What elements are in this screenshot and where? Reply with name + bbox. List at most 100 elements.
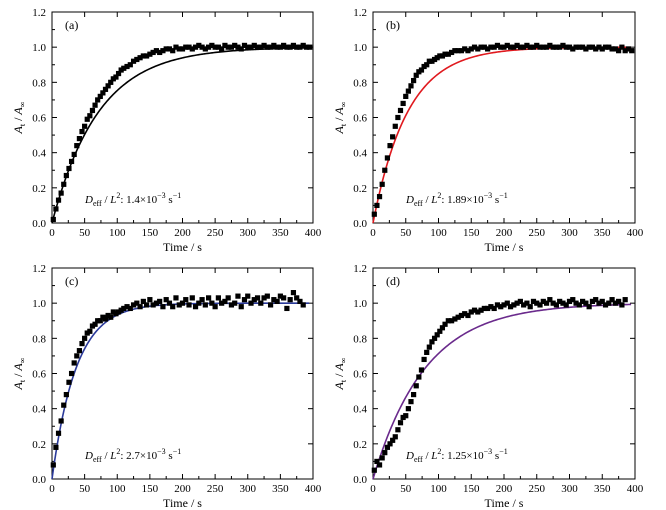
data-point [121, 65, 127, 71]
data-point [281, 295, 287, 301]
x-tick-label: 100 [109, 227, 126, 239]
data-point [437, 53, 443, 59]
chart-panel-1: 0 50 100 150 200 250 300 350 400 0.0 0.2 0.4 0.6 0.8 1… [11, 7, 322, 254]
data-point [284, 305, 290, 312]
x-tick-label: 0 [370, 227, 376, 239]
y-tick-label: 0.2 [32, 183, 46, 195]
data-point [186, 302, 192, 308]
data-point [118, 307, 124, 313]
data-point [488, 44, 494, 50]
data-point [271, 42, 277, 49]
data-point [573, 44, 579, 50]
y-tick-label: 0.2 [32, 439, 46, 451]
data-point [87, 328, 93, 334]
data-point [392, 434, 398, 440]
data-point [245, 293, 251, 299]
data-point [196, 300, 202, 306]
chart-panel-2: 0 50 100 150 200 250 300 350 400 0.0 0.2 0.4 0.6 0.8 1… [332, 7, 644, 254]
data-point [307, 44, 313, 50]
data-point [403, 413, 409, 419]
data-point [468, 309, 474, 315]
data-point [170, 48, 176, 54]
x-axis-title: Time / s [163, 496, 202, 510]
data-point [108, 314, 114, 320]
data-point [593, 297, 599, 303]
data-point [97, 93, 103, 99]
data-point [478, 307, 484, 313]
data-point [113, 311, 119, 317]
x-tick-label: 200 [174, 483, 191, 495]
data-point [206, 295, 212, 301]
data-point [629, 48, 635, 54]
x-tick-label: 150 [142, 483, 159, 495]
rate-annotation: Deff / L2: 1.25×10−3 s−1 [405, 447, 508, 464]
y-axis-title: At / A∞ [332, 101, 348, 134]
data-point [557, 44, 563, 50]
data-point [586, 304, 592, 310]
data-point [371, 211, 377, 217]
data-point [609, 297, 615, 303]
data-point [254, 44, 261, 50]
data-point [384, 155, 391, 161]
data-point [183, 44, 189, 50]
data-point [50, 462, 56, 468]
data-point [570, 46, 576, 52]
data-point [400, 100, 406, 107]
x-tick-label: 150 [463, 227, 480, 239]
x-tick-label: 350 [594, 227, 611, 239]
data-point [434, 55, 440, 61]
data-point [416, 69, 422, 75]
data-point [481, 305, 487, 312]
x-tick-label: 200 [174, 227, 191, 239]
data-point [566, 298, 573, 305]
data-point [254, 295, 261, 301]
x-tick-label: 400 [305, 227, 322, 239]
chart-panel-3: 0 50 100 150 200 250 300 350 400 0.0 0.2 0.4 0.6 0.8 1… [11, 263, 322, 510]
data-point [284, 44, 290, 50]
data-point [215, 44, 221, 50]
data-point [606, 300, 612, 306]
data-point [89, 323, 96, 329]
data-point [127, 62, 133, 68]
data-point [431, 56, 438, 63]
data-point [563, 44, 569, 50]
data-point [160, 304, 166, 310]
data-point [53, 444, 59, 450]
y-tick-label: 0.4 [32, 404, 46, 416]
data-point [374, 202, 380, 209]
y-tick-label: 1.2 [32, 7, 46, 19]
data-point [176, 46, 182, 52]
data-point [68, 158, 75, 165]
y-tick-label: 1.0 [32, 42, 46, 54]
data-point [297, 298, 303, 305]
data-point [287, 44, 293, 50]
data-point [264, 293, 270, 299]
data-point [514, 42, 520, 49]
data-point [95, 318, 101, 324]
x-tick-label: 100 [430, 227, 447, 239]
data-point [622, 297, 628, 303]
data-point [524, 42, 530, 49]
data-point [225, 44, 231, 50]
data-point [127, 305, 133, 312]
data-point [504, 300, 510, 306]
data-point [418, 67, 425, 73]
data-point [303, 44, 310, 50]
data-point [612, 46, 618, 52]
data-point [196, 42, 202, 49]
data-point [153, 300, 159, 306]
data-point [61, 402, 67, 408]
x-tick-label: 200 [496, 227, 513, 239]
data-point [153, 48, 159, 54]
data-point [258, 44, 264, 50]
data-point [147, 51, 153, 57]
data-point [271, 297, 277, 303]
data-point [209, 300, 215, 306]
data-point [238, 304, 244, 310]
data-point [543, 44, 550, 50]
data-point [550, 44, 556, 50]
panel-label: (b) [386, 18, 400, 32]
data-point [596, 44, 602, 50]
data-point [384, 444, 391, 450]
data-point [387, 143, 393, 149]
